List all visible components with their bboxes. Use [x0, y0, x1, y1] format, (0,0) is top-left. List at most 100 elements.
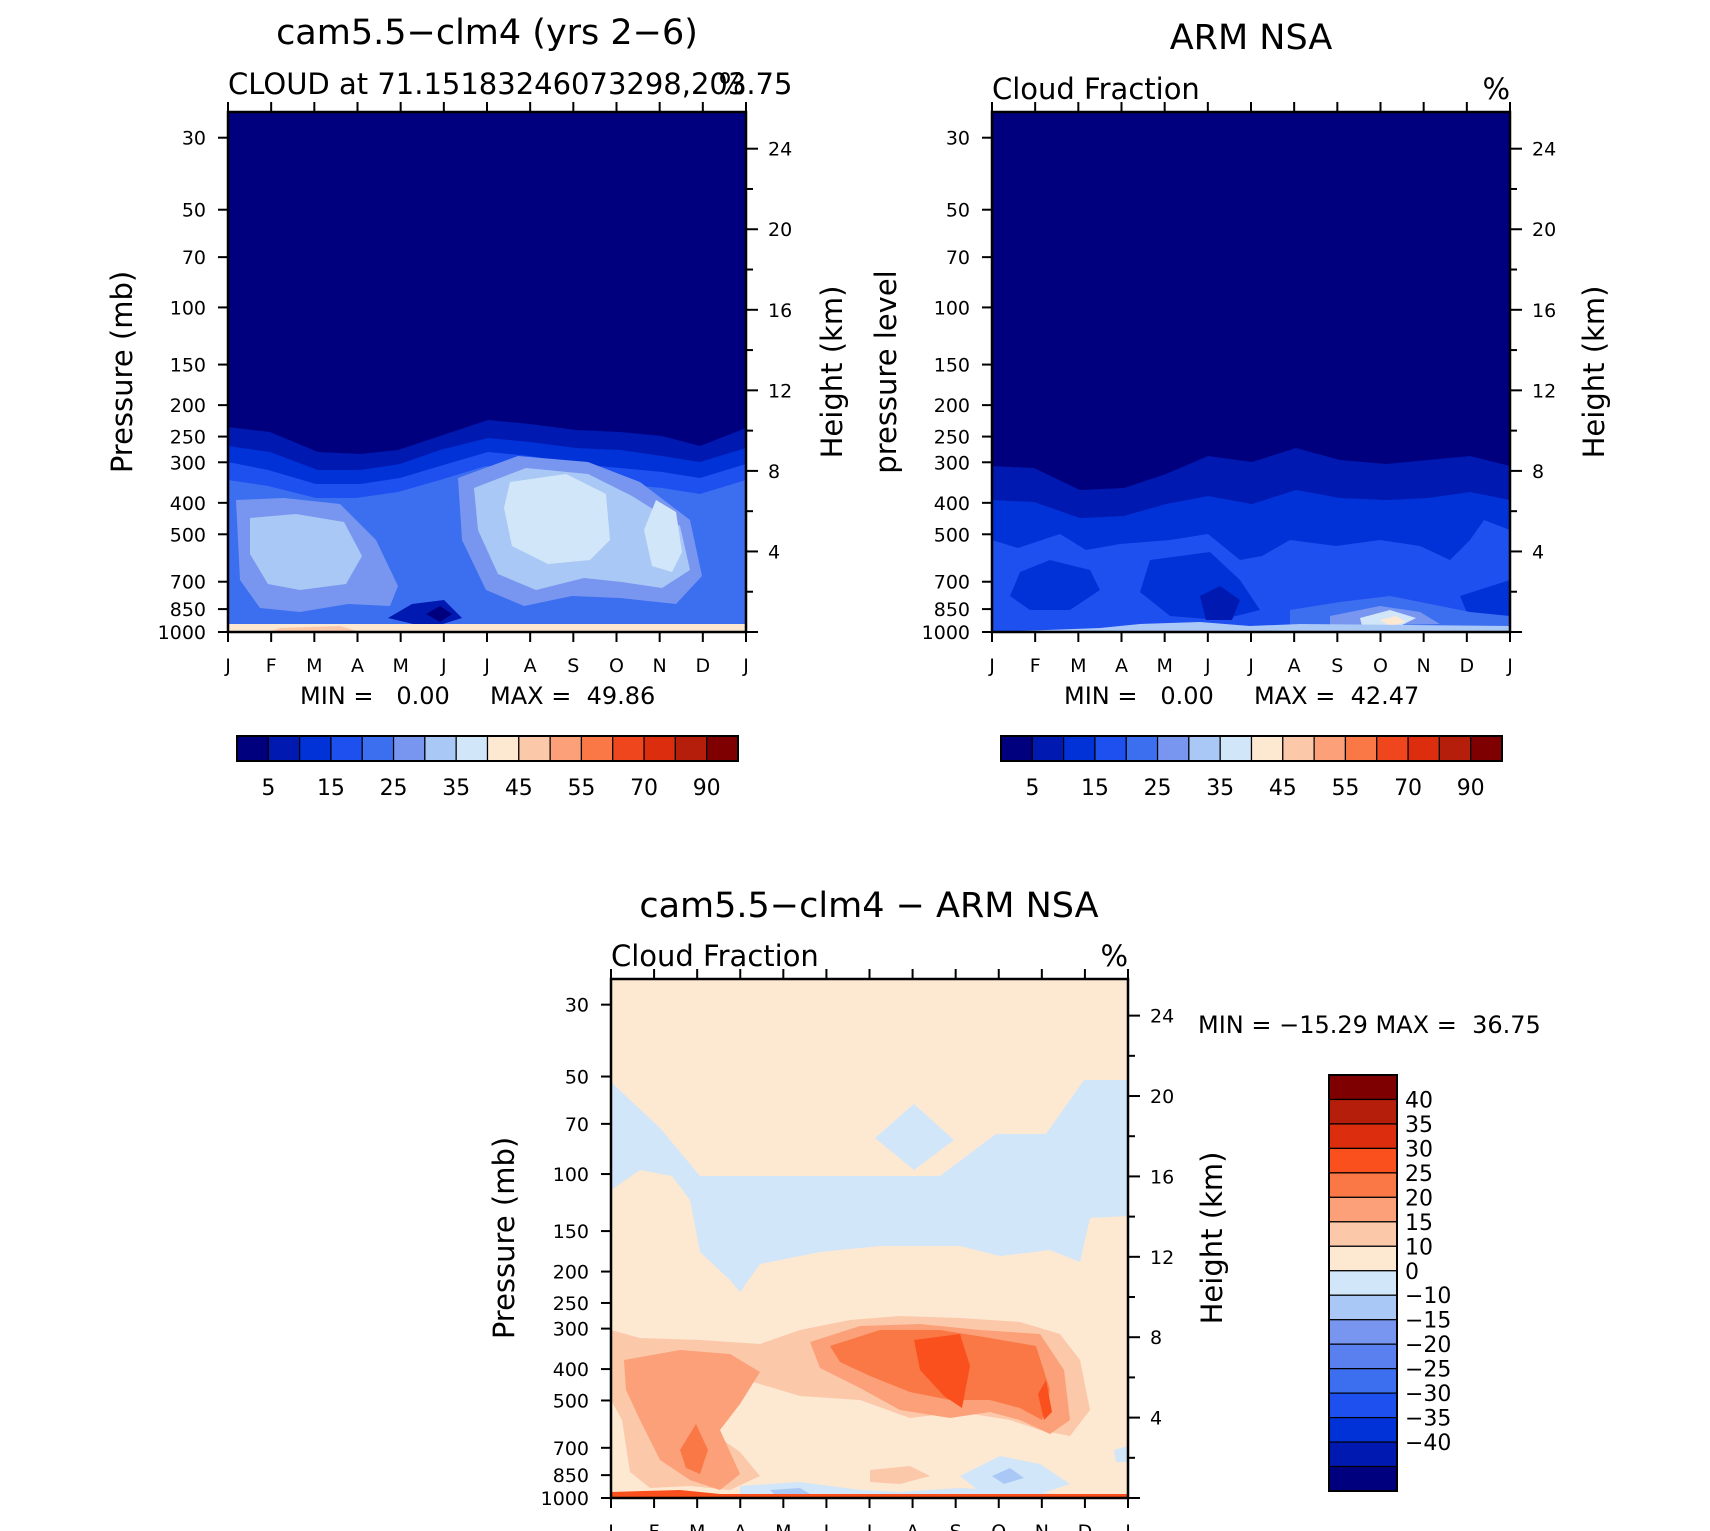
y-tick-label: 30 — [565, 995, 589, 1017]
y-tick-label: 30 — [946, 128, 970, 150]
x-tick-label: J — [866, 1521, 873, 1531]
x-tick-label: S — [1331, 655, 1343, 677]
panel-model-units: % — [718, 67, 746, 101]
colorbar-label: 5 — [1025, 776, 1039, 801]
contour-level-neg10-0 — [611, 1080, 1128, 1292]
y-tick-label: 700 — [170, 572, 206, 594]
colorbar-swatch — [1328, 1416, 1398, 1443]
colorbar-label: 15 — [1081, 776, 1109, 801]
y-tick-label: 1000 — [922, 622, 970, 644]
panel-model-contours — [228, 112, 746, 632]
colorbar-frame — [1000, 735, 1503, 762]
x-tick-label: D — [696, 655, 711, 677]
colorbar-swatch — [643, 735, 676, 762]
contour-level-35-40 — [504, 474, 610, 564]
panel-obs-units: % — [1482, 72, 1510, 106]
y-tick-label: 300 — [553, 1319, 589, 1341]
y-right-tick-label: 4 — [1532, 541, 1544, 563]
colorbar-swatch — [1156, 735, 1190, 762]
colorbar-swatch — [1328, 1465, 1398, 1492]
x-tick-label: J — [483, 655, 490, 677]
panel-model-ylabel-right: Height (km) — [815, 286, 849, 459]
colorbar-swatch — [1328, 1245, 1398, 1272]
colorbar-swatch — [1470, 735, 1503, 762]
panel-obs: ARM NSA Cloud Fraction % J F M A M J J A S O N D J 30… — [869, 18, 1611, 801]
colorbar-label: 70 — [1394, 776, 1422, 801]
y-tick-label: 100 — [934, 297, 970, 319]
colorbar-swatch — [1328, 1147, 1398, 1174]
contour-level-25-30 — [914, 1334, 970, 1408]
panel-model-subtitle: CLOUD at 71.15183246073298,203.75 — [228, 67, 792, 101]
contour-level-10-15 — [1010, 560, 1100, 610]
y-right-tick-label: 16 — [1150, 1166, 1174, 1188]
y-right-tick-label: 20 — [1532, 219, 1556, 241]
y-right-tick-label: 20 — [768, 219, 792, 241]
x-tick-label: O — [1373, 655, 1388, 677]
x-tick-label: N — [1417, 655, 1431, 677]
panel-diff: cam5.5−clm4 − ARM NSA Cloud Fraction % J… — [487, 886, 1541, 1531]
y-tick-label: 200 — [553, 1262, 589, 1284]
panel-obs-title: ARM NSA — [1170, 18, 1333, 58]
colorbar-label: 25 — [1144, 776, 1172, 801]
contour-level-neg15-neg10 — [770, 1488, 810, 1494]
colorbar-label: 55 — [567, 776, 595, 801]
colorbar-swatch — [1063, 735, 1096, 762]
contour-level-25-30 — [611, 1490, 1128, 1498]
panel-obs-min: MIN = 0.00 — [1064, 682, 1214, 710]
x-tick-label: A — [351, 655, 364, 677]
colorbar-swatch — [1094, 735, 1127, 762]
y-tick-label: 400 — [934, 493, 970, 515]
y-right-tick-label: 8 — [768, 461, 780, 483]
colorbar-label: 15 — [317, 776, 345, 801]
colorbar-swatch — [1328, 1221, 1398, 1247]
colorbar-label: 70 — [630, 776, 658, 801]
contour-level-25-30 — [1038, 1380, 1052, 1420]
colorbar-label: 20 — [1405, 1186, 1433, 1211]
x-tick-label: A — [524, 655, 537, 677]
panel-model-ylabel: Pressure (mb) — [105, 271, 139, 473]
x-tick-label: J — [1124, 1521, 1131, 1531]
y-tick-label: 50 — [182, 200, 206, 222]
y-right-tick-label: 16 — [768, 300, 792, 322]
colorbar-swatch — [1328, 1392, 1398, 1419]
y-tick-label: 200 — [934, 395, 970, 417]
colorbar-swatch — [1328, 1123, 1398, 1150]
y-right-tick-label: 8 — [1532, 461, 1544, 483]
panel-diff-minmax: MIN = −15.29 MAX = 36.75 — [1198, 1011, 1541, 1039]
x-tick-label: J — [1204, 655, 1211, 677]
y-tick-label: 150 — [170, 355, 206, 377]
x-tick-label: J — [1247, 655, 1254, 677]
panel-model-axes: J F M A M J J A S O N D J 30 50 70 100 150 200 250 300 400 500… — [158, 102, 792, 677]
y-tick-label: 70 — [946, 247, 970, 269]
colorbar-swatch — [1328, 1098, 1398, 1125]
y-tick-label: 300 — [170, 452, 206, 474]
colorbar-swatch — [1328, 1270, 1398, 1296]
colorbar-label: 25 — [1405, 1162, 1433, 1187]
y-right-tick-label: 12 — [1532, 380, 1556, 402]
colorbar-label: 35 — [1206, 776, 1234, 801]
colorbar-swatch — [1328, 1368, 1398, 1394]
panel-obs-contours — [992, 112, 1510, 632]
colorbar-frame — [236, 735, 739, 762]
panel-obs-colorbar: 5 15 25 35 45 55 70 90 — [1000, 735, 1503, 801]
contour-level-45-50 — [270, 626, 360, 632]
y-tick-label: 250 — [553, 1293, 589, 1315]
colorbar-swatch — [1328, 1441, 1398, 1468]
colorbar-label: 55 — [1331, 776, 1359, 801]
x-tick-label: F — [1030, 655, 1041, 677]
colorbar-swatch — [361, 735, 395, 762]
contour-level-0-5 — [426, 606, 452, 622]
contour-level-20-25 — [680, 1424, 708, 1474]
x-tick-label: A — [1115, 655, 1128, 677]
y-right-tick-label: 12 — [768, 380, 792, 402]
panel-model-max: MAX = 49.86 — [490, 682, 655, 710]
colorbar-swatch — [1125, 735, 1159, 762]
colorbar-swatch — [1219, 735, 1253, 762]
x-tick-label: J — [1506, 655, 1513, 677]
y-tick-label: 300 — [934, 452, 970, 474]
colorbar-swatch — [1031, 735, 1065, 762]
panel-obs-ylabel: pressure level — [869, 270, 903, 473]
colorbar-swatch — [518, 735, 551, 762]
y-right-tick-label: 8 — [1150, 1327, 1162, 1349]
